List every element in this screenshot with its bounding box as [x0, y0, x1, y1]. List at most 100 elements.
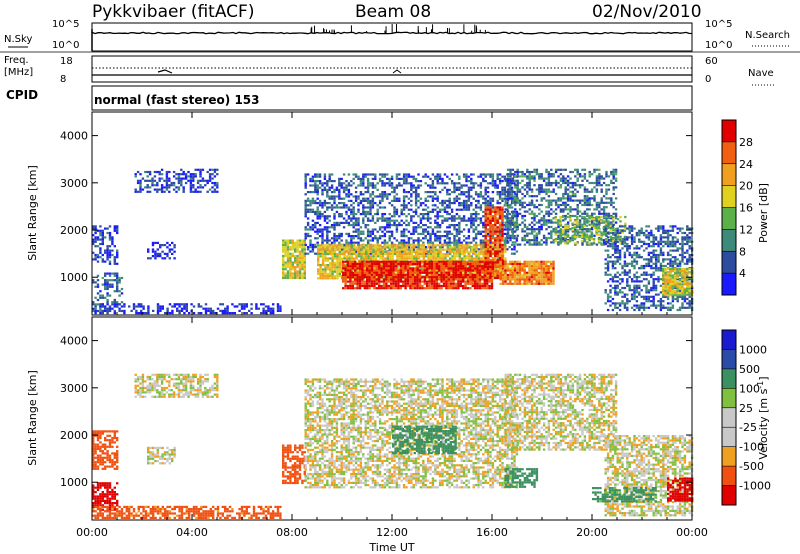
power-cell: [506, 217, 510, 220]
power-cell: [323, 204, 327, 207]
power-cell: [374, 246, 377, 249]
power-cell: [438, 177, 442, 180]
power-cell: [429, 244, 433, 247]
power-cell: [345, 255, 349, 258]
power-cell: [429, 191, 432, 194]
power-cell: [92, 225, 95, 228]
power-cell: [348, 244, 351, 247]
power-cell: [390, 177, 394, 180]
power-cell: [509, 217, 512, 220]
power-cell: [508, 206, 511, 209]
power-cell: [470, 173, 473, 176]
power-cell: [338, 270, 341, 273]
power-cell: [374, 213, 377, 216]
power-cell: [511, 232, 515, 235]
power-cell: [163, 190, 166, 193]
power-cell: [366, 224, 370, 227]
power-cell: [491, 217, 495, 220]
power-cell: [462, 175, 466, 178]
power-cell: [350, 217, 353, 220]
power-cell: [455, 241, 459, 244]
power-cell: [395, 173, 399, 176]
power-cell: [504, 257, 507, 260]
power-cell: [301, 265, 304, 269]
power-cell: [404, 278, 407, 281]
power-cell: [111, 301, 114, 304]
power-cell: [406, 262, 410, 266]
power-cell: [430, 287, 434, 290]
power-cell: [409, 260, 412, 263]
power-cell: [408, 255, 411, 258]
power-cell: [395, 213, 399, 216]
power-cell: [276, 303, 280, 306]
power-cell: [476, 262, 479, 266]
power-cell: [369, 195, 372, 198]
power-cell: [483, 278, 486, 281]
power-cell: [94, 227, 97, 230]
power-cell: [509, 269, 512, 272]
power-cell: [309, 226, 312, 229]
power-cell: [356, 287, 359, 290]
power-cell: [316, 241, 319, 244]
power-cell: [509, 236, 512, 240]
power-cell: [442, 282, 446, 285]
power-cell: [454, 278, 458, 281]
power-cell: [447, 287, 450, 290]
power-cell: [405, 255, 409, 258]
power-cell: [381, 217, 384, 220]
power-cell: [390, 175, 394, 178]
power-cell: [460, 193, 463, 196]
power-cell: [301, 272, 304, 275]
power-cell: [304, 235, 307, 238]
power-cell: [113, 256, 116, 259]
power-cell: [453, 199, 456, 202]
power-cell: [518, 265, 522, 268]
power-cell: [301, 276, 304, 280]
power-cell: [506, 269, 510, 272]
power-cell: [496, 259, 499, 262]
power-cell: [372, 250, 375, 253]
power-cell: [549, 276, 553, 279]
power-cell: [318, 228, 322, 231]
power-cell: [489, 202, 492, 205]
power-cell: [471, 269, 474, 272]
power-cell: [402, 228, 406, 231]
power-cell: [428, 271, 431, 274]
power-cell: [329, 250, 332, 253]
power-cell: [540, 278, 543, 281]
power-cell: [518, 278, 522, 281]
power-cell: [365, 257, 368, 260]
power-cell: [104, 251, 107, 254]
power-cell: [328, 186, 331, 189]
power-cell: [374, 175, 377, 178]
power-cell: [360, 255, 363, 258]
power-cell: [402, 182, 406, 185]
power-cell: [374, 248, 377, 251]
power-cell: [101, 229, 104, 232]
power-cell: [498, 257, 502, 260]
power-cell: [422, 255, 425, 258]
power-cell: [368, 282, 371, 285]
power-cell: [514, 199, 517, 202]
power-cell: [439, 253, 442, 256]
power-cell: [501, 276, 505, 279]
power-cell: [358, 265, 362, 268]
power-cell: [474, 206, 478, 209]
power-cell: [159, 246, 162, 249]
power-cell: [414, 239, 418, 242]
power-cell: [364, 237, 367, 240]
power-cell: [484, 268, 487, 271]
power-cell: [498, 180, 502, 183]
power-cell: [462, 219, 466, 222]
power-cell: [463, 246, 466, 249]
power-cell: [340, 186, 343, 189]
power-cell: [545, 265, 548, 268]
power-cell: [509, 225, 512, 229]
power-cell: [394, 280, 398, 283]
power-cell: [464, 267, 467, 270]
power-cell: [180, 173, 183, 176]
power-cell: [364, 215, 367, 218]
power-cell: [370, 265, 374, 268]
power-cell: [484, 254, 487, 257]
power-cell: [419, 202, 423, 205]
